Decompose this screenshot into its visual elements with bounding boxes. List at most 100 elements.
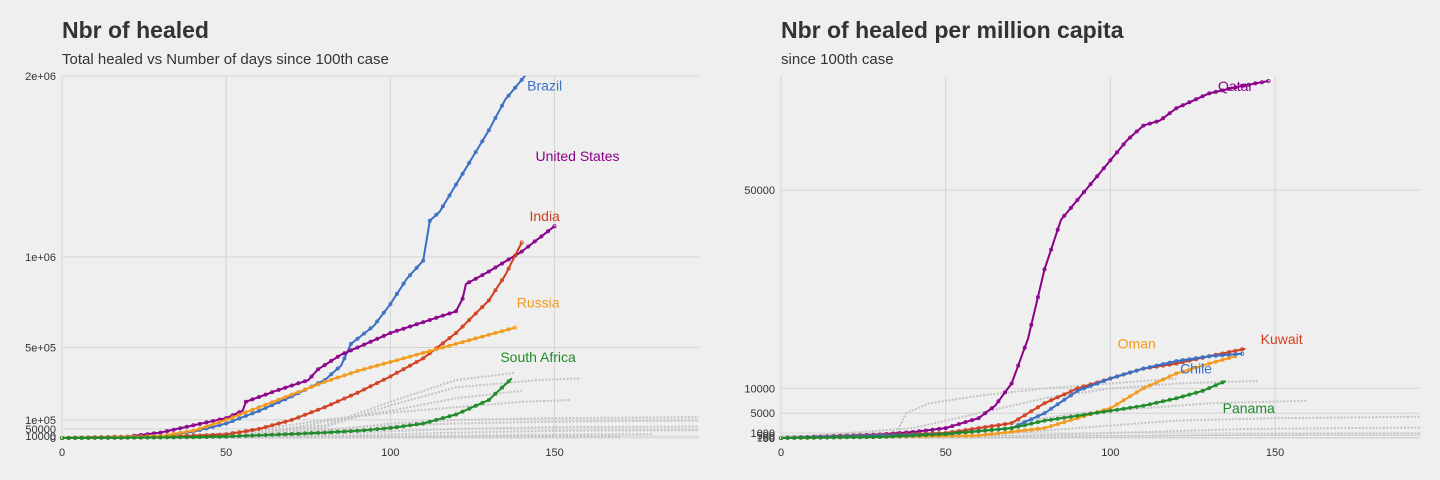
data-point [467,406,472,411]
data-point [86,435,91,440]
data-point [434,212,439,217]
data-point [250,397,255,402]
y-tick-label: 1e+05 [25,415,56,427]
data-point [1068,393,1073,398]
data-point [1240,351,1245,356]
data-point [329,372,334,377]
data-point [506,327,511,332]
data-point [1029,322,1034,327]
data-point [322,405,327,410]
background-country-line [61,433,654,439]
data-point [1220,357,1225,362]
data-point [1095,174,1100,179]
data-point [145,435,150,440]
data-point [1088,383,1093,388]
data-point [283,385,288,390]
data-point [486,128,491,133]
data-point [1082,386,1087,391]
data-point [1009,426,1014,431]
data-point [165,435,170,440]
data-point [1022,428,1027,433]
data-point [453,182,458,187]
data-point [970,433,975,438]
data-point [1200,355,1205,360]
data-point [263,425,268,430]
data-point [250,433,255,438]
data-point [1141,366,1146,371]
data-point [996,431,1001,436]
chart-title: Nbr of healed [62,17,209,43]
data-point [950,431,955,436]
highlighted-country-lines [60,75,557,440]
data-point [316,430,321,435]
data-point [348,341,353,346]
data-point [805,435,810,440]
data-point [1213,353,1218,358]
data-point [493,330,498,335]
data-point [355,390,360,395]
data-point [552,224,557,229]
x-tick-label: 150 [1266,447,1284,459]
x-tick-label: 150 [545,447,563,459]
data-point [362,342,367,347]
data-point [467,338,472,343]
data-point [447,311,452,316]
series-oman [779,354,1238,440]
data-point [1115,374,1120,379]
data-point [480,304,485,309]
data-point [1128,370,1133,375]
data-point [499,329,504,334]
data-point [467,160,472,165]
country-label-kuwait: Kuwait [1261,331,1303,347]
data-point [526,244,531,249]
data-point [132,435,137,440]
data-point [329,358,334,363]
data-point [256,426,261,431]
data-point [401,281,406,286]
data-point [342,351,347,356]
data-point [230,434,235,439]
data-point [381,377,386,382]
data-point [1194,356,1199,361]
data-point [1174,359,1179,364]
data-point [375,363,380,368]
y-tick-label: 50000 [744,185,775,197]
data-point [976,429,981,434]
data-point [355,345,360,350]
data-point [858,435,863,440]
data-point [381,310,386,315]
data-point [1134,129,1139,134]
data-point [243,399,248,404]
data-point [1003,426,1008,431]
data-point [1055,422,1060,427]
data-point [877,434,882,439]
data-point [178,426,183,431]
y-tick-label: 5e+05 [25,343,56,355]
data-point [1174,106,1179,111]
data-point [171,427,176,432]
data-point [486,397,491,402]
data-point [355,368,360,373]
data-point [943,426,948,431]
data-point [963,420,968,425]
data-point [335,366,340,371]
data-point [1128,405,1133,410]
data-point [1141,386,1146,391]
data-point [270,390,275,395]
data-point [1167,111,1172,116]
data-point [499,103,504,108]
data-point [1174,396,1179,401]
data-point [539,234,544,239]
data-point [1009,421,1014,426]
data-point [427,317,432,322]
data-point [296,381,301,386]
data-point [210,422,215,427]
data-point [270,400,275,405]
data-point [1016,424,1021,429]
data-point [1049,417,1054,422]
data-point [1049,247,1054,252]
data-point [1068,414,1073,419]
series-line [61,225,556,439]
data-point [1233,85,1238,90]
data-point [937,426,942,431]
